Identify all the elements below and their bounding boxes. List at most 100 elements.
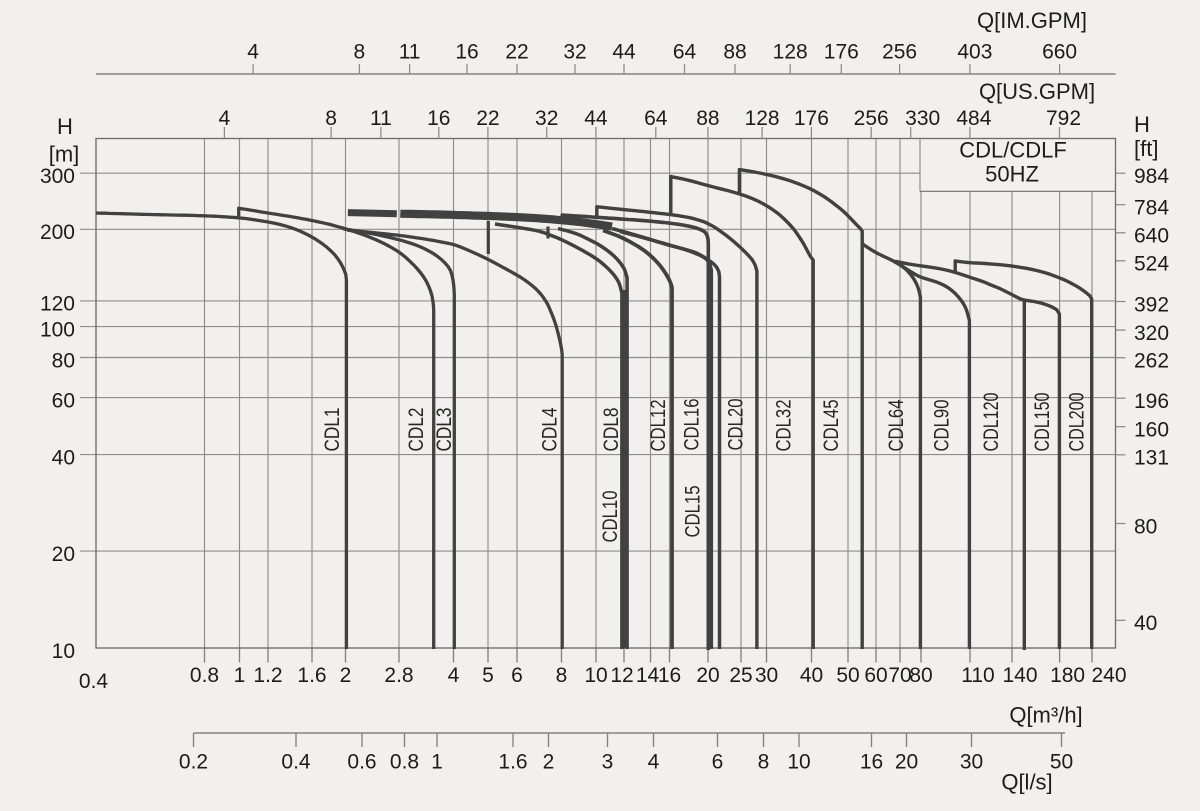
svg-text:8: 8 [758,750,770,773]
svg-text:160: 160 [1134,419,1169,442]
svg-text:20: 20 [895,750,918,773]
svg-text:100: 100 [40,318,75,341]
svg-text:16: 16 [860,750,883,773]
svg-text:0.8: 0.8 [190,664,219,687]
svg-text:50: 50 [836,664,859,687]
svg-text:80: 80 [909,664,932,687]
svg-text:Q[US.GPM]: Q[US.GPM] [979,79,1095,104]
svg-text:128: 128 [773,40,808,63]
svg-text:8: 8 [556,664,568,687]
svg-text:1.6: 1.6 [297,664,326,687]
svg-text:CDL3: CDL3 [432,407,456,451]
svg-text:131: 131 [1134,447,1169,470]
svg-text:11: 11 [370,107,392,130]
svg-text:16: 16 [455,40,478,63]
svg-text:50: 50 [1050,750,1073,773]
svg-text:32: 32 [563,40,586,63]
svg-text:CDL4: CDL4 [538,407,562,451]
svg-text:784: 784 [1134,197,1169,220]
svg-text:196: 196 [1134,390,1169,413]
svg-text:[ft]: [ft] [1134,136,1158,161]
svg-text:4: 4 [448,664,460,687]
svg-text:180: 180 [1050,664,1085,687]
svg-text:60: 60 [52,389,75,412]
svg-text:14: 14 [636,664,660,687]
svg-text:Q[IM.GPM]: Q[IM.GPM] [977,8,1087,33]
svg-text:176: 176 [794,107,829,130]
svg-text:22: 22 [476,107,499,130]
svg-text:0.8: 0.8 [390,750,419,773]
svg-text:30: 30 [755,664,778,687]
svg-text:392: 392 [1134,293,1169,316]
svg-text:984: 984 [1134,165,1169,188]
svg-text:4: 4 [219,107,231,130]
svg-text:403: 403 [957,40,992,63]
svg-text:1: 1 [431,750,443,773]
svg-text:CDL12: CDL12 [646,400,670,452]
svg-text:22: 22 [505,40,528,63]
svg-text:CDL150: CDL150 [1030,392,1054,451]
svg-text:Q[l/s]: Q[l/s] [1001,770,1052,795]
svg-text:0.4: 0.4 [281,750,311,773]
svg-text:8: 8 [325,107,337,130]
svg-text:262: 262 [1134,350,1169,373]
svg-text:6: 6 [511,664,523,687]
svg-text:80: 80 [1134,515,1157,538]
svg-text:CDL16: CDL16 [679,398,703,450]
svg-text:110: 110 [961,664,994,687]
svg-text:128: 128 [745,107,780,130]
svg-text:660: 660 [1042,40,1077,63]
svg-text:11: 11 [399,40,421,63]
svg-text:Q[m³/h]: Q[m³/h] [1009,703,1082,728]
svg-text:H: H [57,114,73,139]
svg-text:5: 5 [482,664,494,687]
svg-text:12: 12 [610,664,633,687]
svg-text:4: 4 [648,750,660,773]
svg-text:16: 16 [427,107,450,130]
svg-text:10: 10 [52,640,75,663]
svg-text:CDL15: CDL15 [680,485,704,537]
svg-text:CDL64: CDL64 [884,399,908,451]
svg-text:240: 240 [1091,664,1126,687]
svg-text:0.6: 0.6 [347,750,376,773]
svg-text:1.6: 1.6 [498,750,527,773]
svg-text:CDL2: CDL2 [404,408,428,452]
svg-text:20: 20 [52,543,75,566]
svg-text:176: 176 [824,40,859,63]
svg-text:CDL45: CDL45 [819,399,843,451]
svg-text:H: H [1134,112,1150,137]
svg-text:0.2: 0.2 [179,750,208,773]
svg-text:2: 2 [543,750,555,773]
svg-text:CDL32: CDL32 [772,400,796,452]
svg-text:40: 40 [52,446,75,469]
svg-text:3: 3 [602,750,614,773]
svg-text:1.2: 1.2 [253,664,282,687]
svg-text:256: 256 [854,107,889,130]
svg-text:16: 16 [658,664,681,687]
svg-text:64: 64 [673,40,697,63]
svg-text:20: 20 [696,664,719,687]
svg-text:[m]: [m] [49,141,80,166]
svg-text:6: 6 [712,750,724,773]
svg-text:524: 524 [1134,253,1169,276]
svg-text:60: 60 [864,664,887,687]
svg-text:40: 40 [1134,612,1157,635]
svg-text:44: 44 [612,40,636,63]
svg-text:330: 330 [905,107,940,130]
svg-text:300: 300 [40,165,75,188]
svg-text:CDL1: CDL1 [320,408,344,452]
svg-text:1: 1 [234,664,246,687]
svg-text:10: 10 [584,664,607,687]
svg-text:50HZ: 50HZ [985,162,1039,187]
svg-text:CDL10: CDL10 [598,490,622,542]
svg-text:0.4: 0.4 [79,670,109,693]
svg-text:88: 88 [696,107,719,130]
svg-text:80: 80 [52,349,75,372]
svg-text:CDL120: CDL120 [979,392,1003,451]
svg-text:88: 88 [723,40,746,63]
svg-text:320: 320 [1134,322,1169,345]
svg-text:140: 140 [1002,664,1037,687]
svg-text:4: 4 [247,40,259,63]
svg-text:44: 44 [584,107,608,130]
svg-text:CDL20: CDL20 [724,398,748,450]
